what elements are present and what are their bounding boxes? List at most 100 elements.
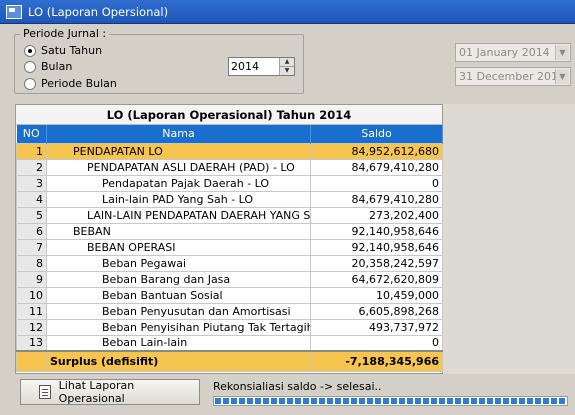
spin-down-icon[interactable]: ▼ [280, 67, 294, 75]
row-saldo: 273,202,400 [310, 206, 443, 224]
year-input[interactable] [229, 58, 279, 75]
progress-block [367, 398, 373, 404]
row-nama: LAIN-LAIN PENDAPATAN DAERAH YANG SAH - L [46, 206, 311, 224]
table-row[interactable]: 2 PENDAPATAN ASLI DAERAH (PAD) - LO 84,6… [16, 158, 443, 176]
window-icon [6, 4, 22, 19]
row-nama: Beban Lain-lain [46, 334, 311, 352]
progress-block [455, 398, 461, 404]
row-nama: Beban Bantuan Sosial [46, 286, 311, 304]
row-no: 6 [16, 222, 47, 240]
view-report-button[interactable]: Lihat Laporan Operasional [20, 379, 200, 405]
radio-button-icon[interactable] [24, 77, 36, 90]
periode-label: Periode Jurnal : [20, 27, 110, 40]
progress-block [319, 398, 325, 404]
table-row[interactable]: 4 Lain-lain PAD Yang Sah - LO 84,679,410… [16, 190, 443, 208]
table-row[interactable]: 7 BEBAN OPERASI 92,140,958,646 [16, 238, 443, 256]
progress-block [519, 398, 525, 404]
total-row: Surplus (defisifit) -7,188,345,966 [16, 350, 443, 372]
progress-block [487, 398, 493, 404]
progress-block [295, 398, 301, 404]
row-saldo: 92,140,958,646 [310, 238, 443, 256]
table-row[interactable]: 5 LAIN-LAIN PENDAPATAN DAERAH YANG SAH -… [16, 206, 443, 224]
progress-block [527, 398, 533, 404]
progress-block [375, 398, 381, 404]
row-no: 3 [16, 174, 47, 192]
radio-satu-tahun[interactable]: Satu Tahun [24, 44, 102, 57]
progress-block [551, 398, 557, 404]
spin-up-icon[interactable]: ▲ [280, 58, 294, 67]
row-saldo: 0 [310, 174, 443, 192]
progress-block [271, 398, 277, 404]
table-row[interactable]: 12 Beban Penyisihan Piutang Tak Tertagih… [16, 318, 443, 336]
date-from-picker[interactable]: 01 January 2014 ▼ [455, 43, 571, 62]
report-table: NO Nama Saldo 1 PENDAPATAN LO 84,952,612… [16, 125, 443, 372]
progress-block [399, 398, 405, 404]
table-row[interactable]: 3 Pendapatan Pajak Daerah - LO 0 [16, 174, 443, 192]
column-header-no[interactable]: NO [16, 125, 47, 143]
progress-block [407, 398, 413, 404]
row-nama: Lain-lain PAD Yang Sah - LO [46, 190, 311, 208]
table-row[interactable]: 13 Beban Lain-lain 0 [16, 334, 443, 352]
column-header-nama[interactable]: Nama [46, 125, 311, 143]
row-nama: Beban Penyusutan dan Amortisasi [46, 302, 311, 320]
dropdown-arrow-icon[interactable]: ▼ [555, 45, 569, 60]
year-stepper[interactable]: ▲ ▼ [228, 57, 295, 76]
progress-block [247, 398, 253, 404]
date-from-value: 01 January 2014 [459, 46, 550, 59]
dropdown-arrow-icon[interactable]: ▼ [555, 69, 569, 84]
total-saldo: -7,188,345,966 [310, 350, 443, 372]
row-saldo: 64,672,620,809 [310, 270, 443, 288]
radio-label: Satu Tahun [41, 44, 103, 57]
grid-empty-area [443, 104, 575, 374]
window-titlebar: LO (Laporan Opersional) [0, 0, 575, 24]
row-no: 10 [16, 286, 47, 304]
progress-block [535, 398, 541, 404]
row-saldo: 84,679,410,280 [310, 158, 443, 176]
progress-bar [213, 396, 568, 406]
radio-button-icon[interactable] [24, 44, 36, 57]
row-no: 7 [16, 238, 47, 256]
progress-block [303, 398, 309, 404]
row-saldo: 0 [310, 334, 443, 352]
date-to-value: 31 December 2014 [459, 70, 566, 83]
progress-block [215, 398, 221, 404]
row-saldo: 84,679,410,280 [310, 190, 443, 208]
progress-block [511, 398, 517, 404]
progress-block [559, 398, 565, 404]
progress-block [359, 398, 365, 404]
radio-button-icon[interactable] [24, 60, 36, 73]
row-saldo: 6,605,898,268 [310, 302, 443, 320]
table-row[interactable]: 10 Beban Bantuan Sosial 10,459,000 [16, 286, 443, 304]
row-nama: BEBAN [46, 222, 311, 240]
row-saldo: 20,358,242,597 [310, 254, 443, 272]
row-saldo: 10,459,000 [310, 286, 443, 304]
progress-block [479, 398, 485, 404]
table-row[interactable]: 6 BEBAN 92,140,958,646 [16, 222, 443, 240]
progress-block [343, 398, 349, 404]
row-nama: Beban Penyisihan Piutang Tak Tertagih [46, 318, 311, 336]
row-nama: PENDAPATAN ASLI DAERAH (PAD) - LO [46, 158, 311, 176]
progress-block [495, 398, 501, 404]
progress-block [279, 398, 285, 404]
row-nama: BEBAN OPERASI [46, 238, 311, 256]
progress-block [463, 398, 469, 404]
progress-block [383, 398, 389, 404]
table-row[interactable]: 1 PENDAPATAN LO 84,952,612,680 [16, 142, 443, 160]
radio-periode-bulan[interactable]: Periode Bulan [24, 77, 117, 90]
view-report-label: Lihat Laporan Operasional [58, 379, 135, 405]
row-saldo: 84,952,612,680 [310, 142, 443, 160]
table-row[interactable]: 9 Beban Barang dan Jasa 64,672,620,809 [16, 270, 443, 288]
periode-group [14, 34, 304, 94]
date-to-picker[interactable]: 31 December 2014 ▼ [455, 67, 571, 86]
row-no: 12 [16, 318, 47, 336]
radio-bulan[interactable]: Bulan [24, 60, 72, 73]
table-row[interactable]: 8 Beban Pegawai 20,358,242,597 [16, 254, 443, 272]
row-no: 8 [16, 254, 47, 272]
row-saldo: 493,737,972 [310, 318, 443, 336]
report-document-icon [39, 385, 51, 399]
progress-block [351, 398, 357, 404]
table-row[interactable]: 11 Beban Penyusutan dan Amortisasi 6,605… [16, 302, 443, 320]
progress-block [263, 398, 269, 404]
column-header-saldo[interactable]: Saldo [310, 125, 443, 143]
row-no: 1 [16, 142, 47, 160]
